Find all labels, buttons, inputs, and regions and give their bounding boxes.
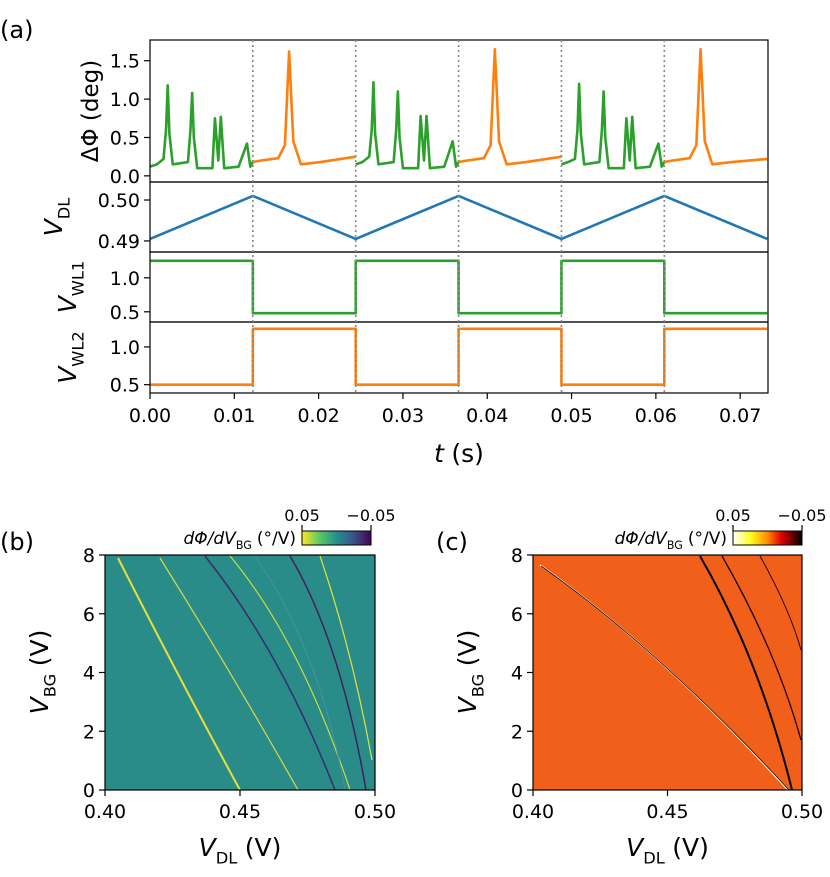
y-axis-label-main: V xyxy=(453,695,482,714)
x-tick-label: 0.45 xyxy=(219,801,261,823)
y-tick-label: 6 xyxy=(83,604,95,626)
y-tick-label: 2 xyxy=(511,721,523,743)
y-tick-label: 0.5 xyxy=(110,127,140,149)
y-tick-label: 8 xyxy=(511,545,523,567)
x-tick-label: 0.03 xyxy=(382,405,424,427)
y-tick-label: 0 xyxy=(511,780,523,802)
colorbar-label-main: dΦ/dV xyxy=(614,529,668,549)
x-tick-label: 0.04 xyxy=(466,405,508,427)
y-tick-label: 2 xyxy=(83,721,95,743)
x-tick-label: 0.40 xyxy=(512,801,554,823)
x-axis-label-main: V xyxy=(626,833,645,862)
colorbar-tick-label: −0.05 xyxy=(777,506,826,525)
colorbar-tick-label: 0.05 xyxy=(284,506,320,525)
y-axis-label: VWL2 xyxy=(53,331,88,384)
x-tick-label: 0.50 xyxy=(781,801,823,823)
y-tick-label: 0.50 xyxy=(98,190,140,212)
colorbar-tick-label: 0.05 xyxy=(715,506,751,525)
y-tick-label: 1.0 xyxy=(110,89,140,111)
y-axis-label-unit: (V) xyxy=(453,630,482,667)
heatmap-c-image xyxy=(533,555,802,791)
colorbar-label-unit: (°/V) xyxy=(688,529,727,549)
colorbar xyxy=(732,530,803,546)
y-tick-label: 0.5 xyxy=(110,302,140,324)
y-axis-label: VDL xyxy=(39,198,74,237)
x-axis-label: VDL (V) xyxy=(199,833,282,868)
colorbar-label-main: dΦ/dV xyxy=(183,529,237,549)
panel-label: (c) xyxy=(436,528,468,556)
y-tick-label: 4 xyxy=(511,663,523,685)
y-axis-label: VBG (V) xyxy=(453,630,488,715)
y-axis-label: VBG (V) xyxy=(25,630,60,715)
data-line xyxy=(252,50,356,166)
y-axis-label-main: V xyxy=(39,217,68,236)
data-line xyxy=(561,82,666,170)
colorbar xyxy=(301,530,372,546)
colorbar-label: dΦ/dVBG (°/V) xyxy=(183,529,296,552)
x-tick-label: 0.02 xyxy=(297,405,339,427)
colorbar-tick-label: −0.05 xyxy=(346,506,395,525)
y-axis-label-sub: WL2 xyxy=(69,331,88,366)
x-tick-label: 0.07 xyxy=(719,405,761,427)
colorbar-label-sub: BG xyxy=(667,539,683,552)
y-tick-label: 1.0 xyxy=(110,268,140,290)
data-line xyxy=(664,47,768,166)
x-axis-label-unit: (V) xyxy=(672,833,709,862)
x-axis-label: VDL (V) xyxy=(626,833,709,868)
data-line xyxy=(458,47,562,166)
y-tick-label: 0.49 xyxy=(98,231,140,253)
y-axis-label-main: V xyxy=(53,365,82,384)
y-axis-label-sub: WL1 xyxy=(69,261,88,296)
y-axis-label-main: V xyxy=(53,294,82,313)
data-line xyxy=(355,80,460,170)
y-tick-label: 0.0 xyxy=(110,166,140,188)
x-axis-label: t (s) xyxy=(434,439,484,468)
y-axis-label-unit: (V) xyxy=(25,630,54,667)
colorbar-label: dΦ/dVBG (°/V) xyxy=(614,529,727,552)
y-tick-label: 6 xyxy=(511,604,523,626)
colorbar-label-unit: (°/V) xyxy=(257,529,296,549)
heatmap-b-image xyxy=(105,555,375,791)
x-tick-label: 0.40 xyxy=(84,801,126,823)
x-axis-label-sub: DL xyxy=(216,849,238,868)
y-axis-label-main: V xyxy=(25,695,54,714)
x-tick-label: 0.00 xyxy=(129,405,171,427)
x-axis-label-main: V xyxy=(199,833,218,862)
y-axis-label: VWL1 xyxy=(53,261,88,314)
y-tick-label: 1.5 xyxy=(110,51,140,73)
x-tick-label: 0.45 xyxy=(646,801,688,823)
x-tick-label: 0.01 xyxy=(213,405,255,427)
x-axis-label-unit: (s) xyxy=(451,439,484,468)
y-tick-label: 0.5 xyxy=(110,375,140,397)
x-axis-label-sub: DL xyxy=(643,849,665,868)
data-line xyxy=(149,194,768,241)
y-tick-label: 0 xyxy=(83,780,95,802)
y-axis-label: ΔΦ (deg) xyxy=(78,60,104,162)
y-tick-label: 1.0 xyxy=(110,337,140,359)
x-axis-label-unit: (V) xyxy=(245,833,282,862)
y-axis-label-sub: BG xyxy=(41,674,60,697)
panel-label: (a) xyxy=(0,16,33,44)
colorbar-label-sub: BG xyxy=(236,539,252,552)
x-axis-label-main: t xyxy=(434,439,445,468)
y-axis-label-sub: DL xyxy=(55,198,74,220)
x-tick-label: 0.06 xyxy=(635,405,677,427)
y-tick-label: 4 xyxy=(83,663,95,685)
y-tick-label: 8 xyxy=(83,545,95,567)
y-axis-label-sub: BG xyxy=(469,674,488,697)
x-tick-label: 0.05 xyxy=(550,405,592,427)
data-line xyxy=(149,83,254,170)
x-tick-label: 0.50 xyxy=(354,801,396,823)
panel-label: (b) xyxy=(0,528,34,556)
